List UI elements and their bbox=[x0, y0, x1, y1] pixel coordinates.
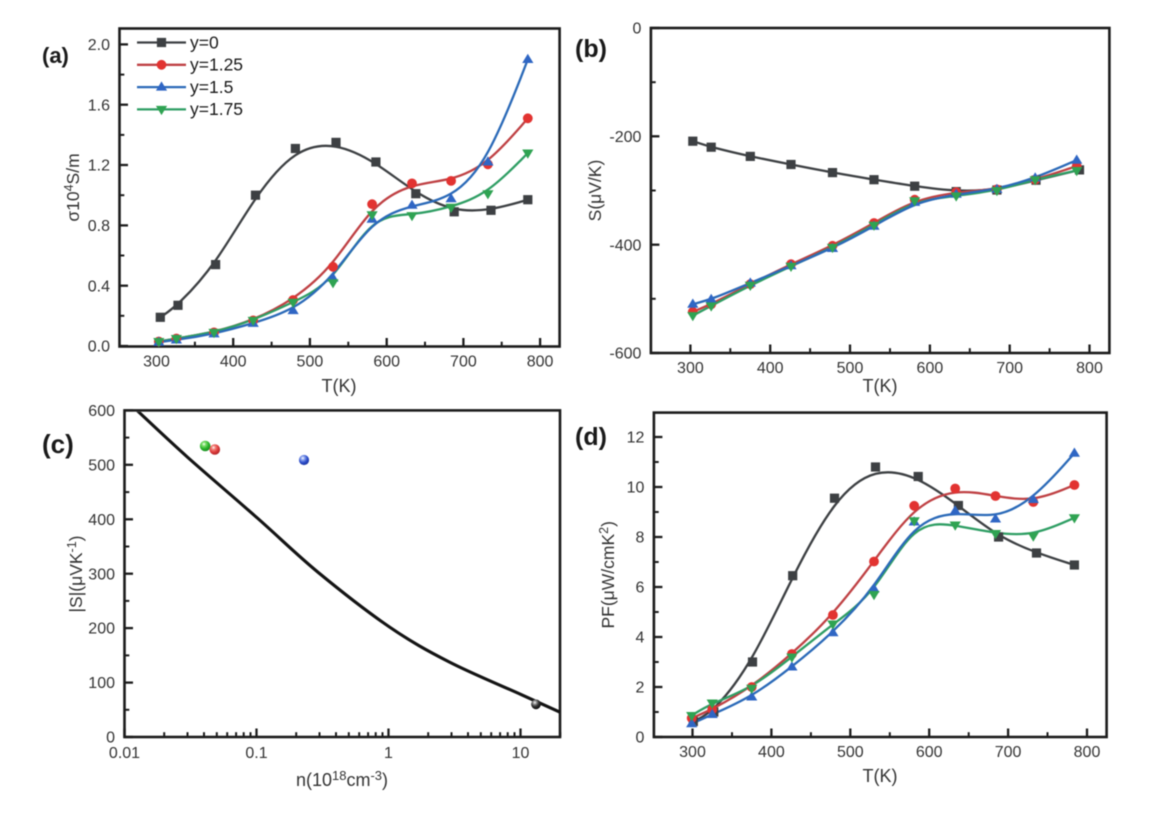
svg-text:(d): (d) bbox=[575, 423, 607, 451]
svg-text:500: 500 bbox=[837, 360, 864, 377]
svg-text:100: 100 bbox=[88, 675, 115, 692]
svg-text:700: 700 bbox=[995, 744, 1022, 761]
svg-text:700: 700 bbox=[450, 354, 477, 371]
svg-text:500: 500 bbox=[837, 744, 864, 761]
svg-text:0.0: 0.0 bbox=[88, 339, 110, 356]
svg-text:12: 12 bbox=[627, 430, 645, 447]
svg-text:σ104S/m: σ104S/m bbox=[62, 153, 83, 221]
svg-text:4: 4 bbox=[635, 630, 644, 647]
svg-text:400: 400 bbox=[88, 512, 115, 529]
svg-text:6: 6 bbox=[635, 580, 644, 597]
svg-text:0.1: 0.1 bbox=[245, 745, 267, 762]
svg-text:y=1.75: y=1.75 bbox=[190, 99, 243, 119]
svg-text:10: 10 bbox=[512, 745, 530, 762]
svg-text:1.2: 1.2 bbox=[88, 158, 110, 175]
svg-text:0.8: 0.8 bbox=[88, 218, 110, 235]
svg-text:T(K): T(K) bbox=[322, 376, 357, 396]
svg-text:PF(μW/cmK2): PF(μW/cmK2) bbox=[597, 521, 618, 628]
svg-text:1: 1 bbox=[384, 745, 393, 762]
svg-text:(c): (c) bbox=[42, 429, 74, 459]
svg-text:8: 8 bbox=[635, 530, 644, 547]
svg-text:400: 400 bbox=[758, 744, 785, 761]
svg-text:300: 300 bbox=[677, 360, 704, 377]
svg-text:-600: -600 bbox=[609, 346, 641, 363]
svg-text:0: 0 bbox=[635, 730, 644, 747]
svg-text:0.01: 0.01 bbox=[109, 745, 140, 762]
svg-text:T(K): T(K) bbox=[863, 766, 898, 786]
svg-text:300: 300 bbox=[143, 354, 170, 371]
svg-text:800: 800 bbox=[527, 354, 554, 371]
svg-text:y=0: y=0 bbox=[190, 32, 219, 52]
svg-text:T(K): T(K) bbox=[863, 376, 898, 396]
svg-text:500: 500 bbox=[88, 457, 115, 474]
svg-text:2.0: 2.0 bbox=[88, 37, 110, 54]
svg-text:200: 200 bbox=[88, 621, 115, 638]
svg-text:(b): (b) bbox=[575, 35, 607, 63]
svg-text:400: 400 bbox=[220, 354, 247, 371]
svg-text:800: 800 bbox=[1076, 360, 1103, 377]
svg-text:(a): (a) bbox=[42, 43, 69, 68]
svg-text:-200: -200 bbox=[609, 129, 641, 146]
svg-text:300: 300 bbox=[88, 566, 115, 583]
svg-text:300: 300 bbox=[679, 744, 706, 761]
svg-text:600: 600 bbox=[916, 744, 943, 761]
svg-text:n(1018cm-3): n(1018cm-3) bbox=[296, 768, 388, 790]
svg-text:400: 400 bbox=[757, 360, 784, 377]
svg-text:0.4: 0.4 bbox=[88, 278, 110, 295]
svg-text:-400: -400 bbox=[609, 237, 641, 254]
svg-text:700: 700 bbox=[996, 360, 1023, 377]
svg-text:600: 600 bbox=[373, 354, 400, 371]
svg-text:10: 10 bbox=[627, 480, 645, 497]
svg-text:y=1.25: y=1.25 bbox=[190, 55, 243, 75]
svg-text:500: 500 bbox=[297, 354, 324, 371]
svg-text:S(μV/K): S(μV/K) bbox=[585, 160, 605, 222]
svg-text:0: 0 bbox=[106, 730, 115, 747]
svg-text:600: 600 bbox=[917, 360, 944, 377]
svg-text:600: 600 bbox=[88, 403, 115, 420]
svg-text:|S|(μVK-1): |S|(μVK-1) bbox=[65, 536, 86, 613]
svg-text:0: 0 bbox=[632, 21, 641, 38]
svg-text:y=1.5: y=1.5 bbox=[190, 77, 233, 97]
svg-text:800: 800 bbox=[1074, 744, 1101, 761]
svg-text:2: 2 bbox=[635, 680, 644, 697]
svg-text:1.6: 1.6 bbox=[88, 97, 110, 114]
